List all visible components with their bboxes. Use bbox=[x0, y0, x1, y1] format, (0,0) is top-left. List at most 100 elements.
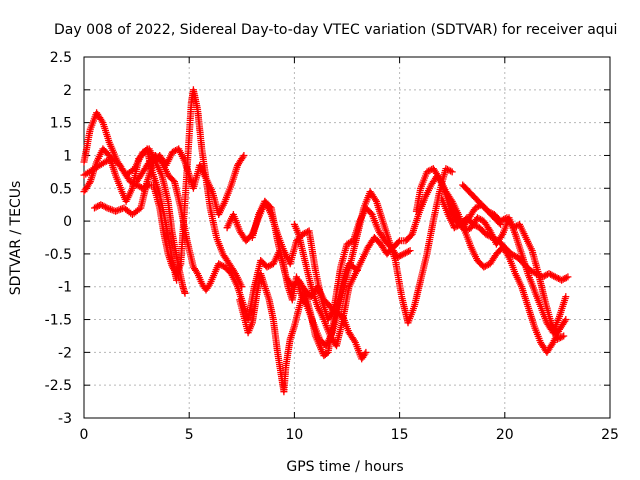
grid-layer bbox=[84, 57, 610, 418]
data-point bbox=[173, 276, 181, 284]
data-point bbox=[142, 183, 150, 191]
data-point bbox=[193, 268, 201, 276]
y-tick-label: -1 bbox=[58, 280, 72, 296]
data-point bbox=[562, 316, 570, 323]
data-point bbox=[103, 157, 111, 165]
data-series-track-8 bbox=[248, 165, 456, 350]
data-point bbox=[447, 167, 455, 175]
data-point bbox=[97, 201, 105, 209]
data-point bbox=[405, 247, 412, 255]
data-point bbox=[394, 238, 402, 246]
data-point bbox=[425, 167, 432, 175]
y-tick-label: 1.5 bbox=[50, 116, 72, 132]
data-point bbox=[542, 271, 550, 279]
data-point bbox=[239, 153, 247, 161]
y-tick-label: -0.5 bbox=[45, 247, 72, 263]
x-axis-label: GPS time / hours bbox=[286, 459, 403, 475]
x-tick-label: 5 bbox=[185, 427, 194, 443]
data-point bbox=[398, 251, 406, 259]
data-point bbox=[102, 203, 110, 211]
x-tick-label: 0 bbox=[80, 427, 89, 443]
data-point bbox=[473, 214, 481, 222]
data-series-track-4 bbox=[80, 86, 246, 291]
tick-layer: 0 5 10 15 20 25 -3 -2.5 -2 -1.5 -1 -0.5 0 0.5 1 1.5 2 2.5 bbox=[45, 50, 619, 443]
data-point bbox=[462, 226, 470, 234]
data-point bbox=[92, 203, 100, 211]
y-tick-label: -1.5 bbox=[45, 313, 72, 329]
y-axis-label: SDTVAR / TECUs bbox=[8, 181, 24, 296]
data-point bbox=[144, 182, 152, 190]
y-tick-label: 0 bbox=[63, 214, 72, 230]
data-point bbox=[101, 158, 109, 166]
data-point bbox=[555, 334, 563, 342]
data-point bbox=[486, 208, 493, 216]
x-tick-label: 10 bbox=[285, 427, 303, 443]
y-tick-label: 2 bbox=[63, 83, 72, 99]
data-point bbox=[218, 261, 226, 269]
data-point bbox=[350, 337, 358, 345]
data-point bbox=[265, 262, 273, 270]
data-point bbox=[263, 263, 271, 271]
y-tick-label: -2 bbox=[58, 345, 72, 361]
data-point bbox=[510, 252, 518, 260]
data-point bbox=[561, 275, 569, 282]
data-point bbox=[487, 209, 495, 217]
data-point bbox=[452, 223, 460, 231]
y-tick-label: 2.5 bbox=[50, 50, 72, 66]
x-tick-label: 20 bbox=[496, 427, 514, 443]
data-point bbox=[545, 270, 553, 278]
data-point bbox=[483, 261, 491, 269]
data-point bbox=[564, 273, 572, 281]
data-layer bbox=[80, 86, 572, 396]
data-point bbox=[98, 202, 106, 209]
y-tick-label: 1 bbox=[63, 148, 72, 164]
data-point bbox=[553, 335, 561, 343]
data-point bbox=[98, 117, 106, 125]
data-point bbox=[444, 165, 451, 173]
data-point bbox=[464, 225, 472, 233]
chart-title: Day 008 of 2022, Sidereal Day-to-day VTE… bbox=[54, 22, 617, 38]
data-point bbox=[215, 260, 223, 268]
data-point bbox=[371, 196, 379, 204]
data-point bbox=[480, 263, 488, 271]
data-point bbox=[481, 262, 489, 270]
x-tick-label: 15 bbox=[391, 427, 409, 443]
data-series-track-6 bbox=[236, 260, 361, 396]
y-tick-label: 0.5 bbox=[50, 181, 72, 197]
y-tick-label: -3 bbox=[58, 411, 72, 427]
data-point bbox=[442, 165, 450, 173]
data-point bbox=[109, 156, 117, 164]
data-point bbox=[473, 203, 481, 211]
data-point bbox=[558, 333, 566, 341]
data-point bbox=[240, 152, 248, 159]
data-series-track-3 bbox=[91, 145, 248, 218]
data-point bbox=[400, 250, 408, 258]
data-series-track-13 bbox=[459, 181, 568, 343]
data-point bbox=[85, 179, 93, 187]
data-point bbox=[406, 247, 414, 255]
data-point bbox=[111, 156, 118, 164]
data-point bbox=[559, 275, 567, 283]
data-point bbox=[553, 274, 561, 282]
data-point bbox=[477, 215, 485, 223]
data-point bbox=[550, 272, 558, 280]
plot-border bbox=[83, 56, 611, 419]
data-point bbox=[216, 261, 224, 269]
data-point bbox=[94, 202, 102, 210]
data-point bbox=[560, 332, 568, 340]
data-series-track-5 bbox=[133, 152, 370, 363]
data-point bbox=[345, 239, 353, 247]
plot-frame bbox=[83, 56, 611, 419]
y-tick-label: -2.5 bbox=[45, 378, 72, 394]
x-tick-label: 25 bbox=[601, 427, 619, 443]
data-point bbox=[461, 227, 469, 235]
data-point bbox=[361, 350, 369, 358]
data-point bbox=[362, 348, 370, 356]
data-point bbox=[562, 293, 570, 301]
data-point bbox=[557, 334, 565, 342]
data-point bbox=[448, 168, 456, 176]
data-point bbox=[266, 261, 274, 269]
data-point bbox=[562, 274, 570, 282]
